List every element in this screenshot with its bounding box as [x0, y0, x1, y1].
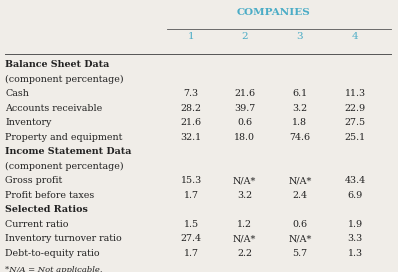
Text: (component percentage): (component percentage) — [5, 75, 124, 84]
Text: Income Statement Data: Income Statement Data — [5, 147, 132, 156]
Text: 28.2: 28.2 — [181, 104, 202, 113]
Text: 6.9: 6.9 — [347, 191, 363, 200]
Text: 6.1: 6.1 — [292, 89, 307, 98]
Text: Cash: Cash — [5, 89, 29, 98]
Text: 27.5: 27.5 — [345, 118, 366, 127]
Text: Current ratio: Current ratio — [5, 220, 69, 229]
Text: Profit before taxes: Profit before taxes — [5, 191, 95, 200]
Text: 21.6: 21.6 — [234, 89, 255, 98]
Text: 2.4: 2.4 — [292, 191, 307, 200]
Text: COMPANIES: COMPANIES — [236, 8, 310, 17]
Text: 3.3: 3.3 — [347, 234, 363, 243]
Text: 25.1: 25.1 — [345, 133, 366, 142]
Text: 1.2: 1.2 — [237, 220, 252, 229]
Text: 1.9: 1.9 — [347, 220, 363, 229]
Text: 1.7: 1.7 — [183, 191, 199, 200]
Text: Inventory: Inventory — [5, 118, 52, 127]
Text: 0.6: 0.6 — [237, 118, 252, 127]
Text: 4: 4 — [352, 32, 359, 42]
Text: 3.2: 3.2 — [237, 191, 252, 200]
Text: 5.7: 5.7 — [292, 249, 307, 258]
Text: 43.4: 43.4 — [345, 176, 366, 185]
Text: 15.3: 15.3 — [180, 176, 202, 185]
Text: 2: 2 — [241, 32, 248, 42]
Text: 21.6: 21.6 — [181, 118, 202, 127]
Text: Debt-to-equity ratio: Debt-to-equity ratio — [5, 249, 100, 258]
Text: 27.4: 27.4 — [181, 234, 202, 243]
Text: Inventory turnover ratio: Inventory turnover ratio — [5, 234, 122, 243]
Text: 22.9: 22.9 — [345, 104, 366, 113]
Text: 39.7: 39.7 — [234, 104, 255, 113]
Text: 32.1: 32.1 — [181, 133, 202, 142]
Text: 1.8: 1.8 — [292, 118, 307, 127]
Text: 18.0: 18.0 — [234, 133, 255, 142]
Text: Property and equipment: Property and equipment — [5, 133, 123, 142]
Text: 1.3: 1.3 — [347, 249, 363, 258]
Text: 2.2: 2.2 — [237, 249, 252, 258]
Text: 3.2: 3.2 — [292, 104, 307, 113]
Text: Accounts receivable: Accounts receivable — [5, 104, 103, 113]
Text: N/A*: N/A* — [233, 176, 256, 185]
Text: 11.3: 11.3 — [345, 89, 366, 98]
Text: N/A*: N/A* — [288, 176, 312, 185]
Text: N/A*: N/A* — [288, 234, 312, 243]
Text: N/A*: N/A* — [233, 234, 256, 243]
Text: Balance Sheet Data: Balance Sheet Data — [5, 60, 109, 69]
Text: 1: 1 — [188, 32, 194, 42]
Text: 1.5: 1.5 — [183, 220, 199, 229]
Text: (component percentage): (component percentage) — [5, 162, 124, 171]
Text: 0.6: 0.6 — [292, 220, 307, 229]
Text: 3: 3 — [297, 32, 303, 42]
Text: Gross profit: Gross profit — [5, 176, 62, 185]
Text: 74.6: 74.6 — [289, 133, 310, 142]
Text: 7.3: 7.3 — [183, 89, 199, 98]
Text: *N/A = Not applicable.: *N/A = Not applicable. — [5, 266, 103, 272]
Text: Selected Ratios: Selected Ratios — [5, 205, 88, 214]
Text: 1.7: 1.7 — [183, 249, 199, 258]
